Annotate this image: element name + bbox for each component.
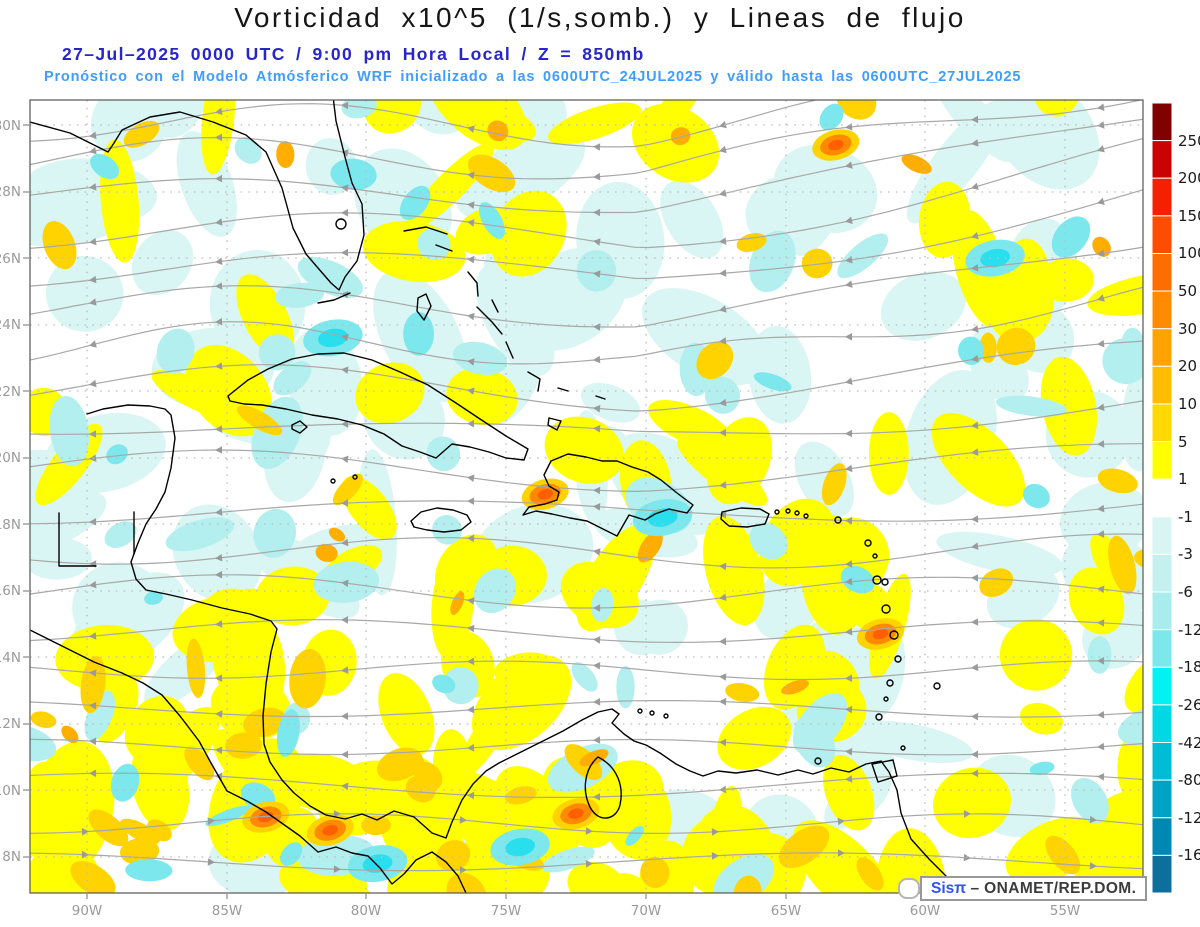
svg-text:14N: 14N [0, 650, 21, 666]
attribution-org: – ONAMET/REP.DOM. [970, 880, 1137, 897]
svg-text:90W: 90W [72, 903, 103, 919]
attribution-badge: Sisπ – ONAMET/REP.DOM. [920, 876, 1148, 901]
svg-text:200: 200 [1178, 169, 1200, 187]
svg-text:-18: -18 [1178, 658, 1200, 676]
svg-text:60W: 60W [910, 903, 941, 919]
lat-axis-labels: 30N 28N 26N 24N 22N 20N 18N 16N 14N 12N 10N 8N [0, 118, 21, 865]
axis-ticks [23, 124, 1066, 899]
map-frame [29, 99, 1144, 894]
svg-text:20N: 20N [0, 450, 21, 466]
svg-text:28N: 28N [0, 184, 21, 200]
svg-text:-12: -12 [1178, 621, 1200, 639]
svg-text:16N: 16N [0, 583, 21, 599]
svg-text:-42: -42 [1178, 734, 1200, 752]
svg-text:-120: -120 [1178, 809, 1200, 827]
svg-text:8N: 8N [2, 849, 21, 865]
svg-text:-80: -80 [1178, 771, 1200, 789]
model-info-line: Pronóstico con el Modelo Atmósferico WRF… [44, 69, 1022, 85]
svg-text:-26: -26 [1178, 696, 1200, 714]
svg-text:250: 250 [1178, 132, 1200, 150]
svg-text:100: 100 [1178, 244, 1200, 262]
svg-text:1: 1 [1178, 470, 1188, 488]
svg-text:150: 150 [1178, 207, 1200, 225]
svg-text:75W: 75W [491, 903, 522, 919]
svg-text:55W: 55W [1050, 903, 1081, 919]
svg-text:-160: -160 [1178, 846, 1200, 864]
svg-text:10N: 10N [0, 783, 21, 799]
svg-text:26N: 26N [0, 251, 21, 267]
attribution-tab-decoration [898, 878, 920, 899]
coastlines-layer [30, 100, 963, 893]
valid-time-line: 27–Jul–2025 0000 UTC / 9:00 pm Hora Loca… [62, 44, 645, 64]
svg-text:30: 30 [1178, 320, 1197, 338]
svg-text:-6: -6 [1178, 583, 1193, 601]
colorbar-labels: 250 200 150 100 50 30 20 10 5 1 -1 -3 -6 -12 -18 -26 -42… [1178, 132, 1200, 864]
svg-text:24N: 24N [0, 317, 21, 333]
svg-text:20: 20 [1178, 357, 1197, 375]
page-title: Vorticidad x10^5 (1/s,somb.) y Lineas de… [234, 2, 966, 33]
svg-text:50: 50 [1178, 282, 1197, 300]
svg-text:70W: 70W [631, 903, 662, 919]
svg-text:5: 5 [1178, 433, 1188, 451]
svg-text:18N: 18N [0, 517, 21, 533]
svg-text:-1: -1 [1178, 508, 1193, 526]
svg-text:22N: 22N [0, 384, 21, 400]
svg-text:80W: 80W [351, 903, 382, 919]
colorbar: 250 200 150 100 50 30 20 10 5 1 -1 -3 -6 -12 -18 -26 -42… [1151, 102, 1200, 894]
svg-text:10: 10 [1178, 395, 1197, 413]
svg-text:12N: 12N [0, 716, 21, 732]
svg-text:85W: 85W [212, 903, 243, 919]
svg-text:30N: 30N [0, 118, 21, 134]
svg-text:65W: 65W [771, 903, 802, 919]
attribution-brand: Sisπ [931, 880, 967, 897]
svg-text:-3: -3 [1178, 545, 1193, 563]
lon-axis-labels: 90W 85W 80W 75W 70W 65W 60W 55W [72, 903, 1081, 919]
streamlines-layer [30, 100, 1143, 874]
